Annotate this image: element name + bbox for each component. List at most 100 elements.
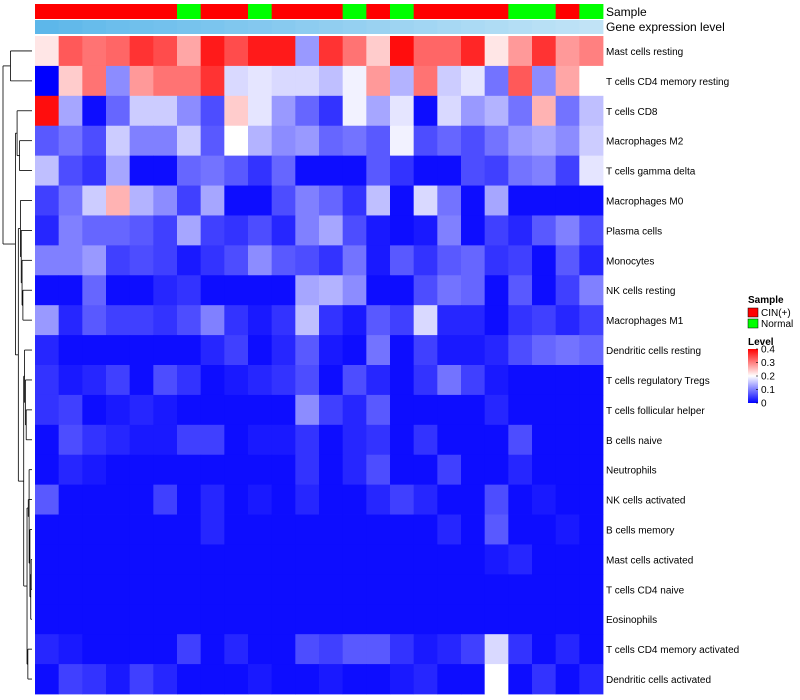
heatmap-cell (224, 125, 249, 157)
heatmap-cell (342, 574, 367, 605)
heatmap-cell (484, 36, 509, 67)
sample-annotation-cell (129, 4, 154, 19)
expression-annotation-cell (555, 20, 580, 34)
heatmap-cell (153, 664, 178, 695)
heatmap-cell (224, 484, 249, 515)
heatmap-cell (35, 394, 60, 426)
legend-label-normal: Normal (761, 319, 793, 330)
heatmap-cell (579, 185, 604, 216)
legend-tick-label: 0.1 (761, 385, 775, 396)
heatmap-cell (153, 125, 178, 157)
heatmap-cell (532, 185, 557, 216)
heatmap-cell (555, 335, 580, 366)
heatmap-cell (200, 365, 225, 396)
heatmap-cell (555, 185, 580, 216)
legend-label-cin: CIN(+) (761, 308, 791, 319)
heatmap-cell (508, 454, 533, 486)
heatmap-cell (177, 305, 202, 336)
heatmap-cell (295, 365, 320, 396)
heatmap-cell (366, 664, 391, 695)
heatmap-cell (106, 155, 131, 186)
heatmap-cell (390, 275, 415, 306)
heatmap-cell (461, 454, 486, 486)
heatmap-cell (390, 95, 415, 127)
row-label: Neutrophils (606, 466, 657, 477)
heatmap-cell (224, 65, 249, 97)
heatmap-cell (342, 634, 367, 665)
heatmap-cell (153, 65, 178, 97)
heatmap-cell (508, 275, 533, 306)
heatmap-cell (35, 305, 60, 336)
heatmap-cell (390, 664, 415, 695)
heatmap-cell (295, 125, 320, 157)
heatmap-cell (579, 394, 604, 426)
sample-annotation-cell (508, 4, 533, 19)
heatmap-cell (319, 514, 344, 545)
heatmap-cell (35, 155, 60, 186)
heatmap-cell (177, 664, 202, 695)
heatmap-cell (129, 365, 154, 396)
heatmap-cell (153, 36, 178, 67)
heatmap-cell (555, 125, 580, 157)
heatmap-cell (437, 245, 462, 276)
heatmap-cell (461, 275, 486, 306)
heatmap-cell (390, 335, 415, 366)
heatmap-cell (106, 215, 131, 246)
heatmap-cell (319, 604, 344, 635)
expression-annotation-cell (508, 20, 533, 34)
legend-swatch-cin (747, 307, 759, 318)
heatmap-cell (248, 365, 273, 396)
heatmap-cell (508, 604, 533, 635)
heatmap-cell (532, 215, 557, 246)
heatmap-cell (129, 215, 154, 246)
heatmap-cell (437, 65, 462, 97)
heatmap-cell (82, 574, 107, 605)
heatmap-cell (177, 245, 202, 276)
heatmap-cell (413, 65, 438, 97)
heatmap-cell (342, 185, 367, 216)
heatmap-cell (106, 365, 131, 396)
heatmap-cell (532, 574, 557, 605)
heatmap-cell (129, 65, 154, 97)
heatmap-cell (319, 155, 344, 186)
heatmap-cell (106, 335, 131, 366)
heatmap-cell (153, 454, 178, 486)
heatmap-cell (555, 484, 580, 515)
heatmap-cell (390, 65, 415, 97)
heatmap-cell (58, 574, 83, 605)
heatmap-cell (271, 125, 296, 157)
heatmap-cell (58, 215, 83, 246)
heatmap-cell (461, 245, 486, 276)
expression-annotation-cell (129, 20, 154, 34)
row-label: Dendritic cells resting (606, 346, 701, 357)
heatmap-cell (437, 95, 462, 127)
sample-annotation-cell (532, 4, 557, 19)
sample-annotation-cell (248, 4, 273, 19)
heatmap-cell (58, 185, 83, 216)
heatmap-cell (153, 275, 178, 306)
heatmap-cell (129, 275, 154, 306)
heatmap-cell (35, 185, 60, 216)
heatmap-cell (319, 634, 344, 665)
heatmap-cell (579, 544, 604, 575)
heatmap-cell (484, 514, 509, 545)
heatmap-cell (555, 634, 580, 665)
heatmap-cell (366, 604, 391, 635)
sample-annotation-cell (295, 4, 320, 19)
heatmap-cell (413, 305, 438, 336)
heatmap-cell (413, 514, 438, 545)
heatmap-cell (532, 544, 557, 575)
heatmap-cell (532, 514, 557, 545)
heatmap-cell (177, 155, 202, 186)
heatmap-cell (35, 365, 60, 396)
heatmap-cell (437, 544, 462, 575)
heatmap-cell (555, 574, 580, 605)
heatmap-cell (319, 185, 344, 216)
heatmap-cell (295, 185, 320, 216)
heatmap-cell (532, 305, 557, 336)
heatmap-cell (271, 544, 296, 575)
heatmap-cell (508, 574, 533, 605)
heatmap-cell (555, 544, 580, 575)
heatmap-cell (35, 36, 60, 67)
